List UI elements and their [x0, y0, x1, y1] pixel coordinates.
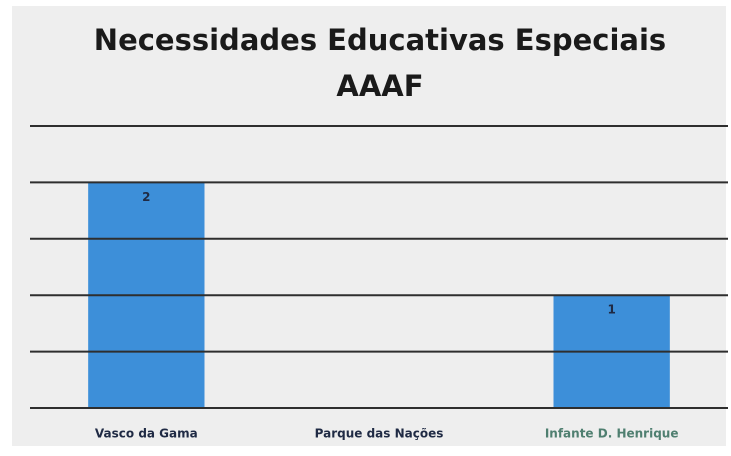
- chart-title: Necessidades Educativas Especiais: [94, 23, 666, 57]
- chart-title: AAAF: [336, 69, 423, 103]
- data-label: 1: [607, 303, 615, 317]
- x-tick-label: Parque das Nações: [315, 427, 444, 441]
- data-label: 2: [142, 190, 150, 204]
- x-tick-label: Infante D. Henrique: [545, 427, 679, 441]
- x-tick-label: Vasco da Gama: [95, 427, 198, 441]
